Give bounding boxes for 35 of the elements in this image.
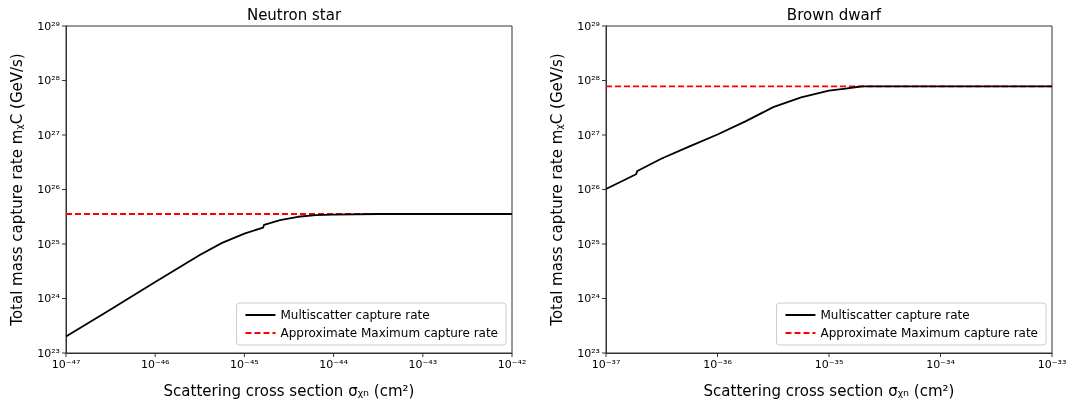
y-axis-title: Total mass capture rate mᵪC (GeV/s)	[547, 53, 566, 327]
y-tick-label: 10²⁶	[577, 183, 601, 196]
x-tick-label: 10⁻³⁶	[703, 358, 733, 371]
y-tick-label: 10²⁴	[37, 292, 61, 305]
chart-title: Brown dwarf	[786, 5, 882, 24]
x-tick-label: 10⁻³⁷	[591, 358, 621, 371]
y-tick-label: 10²³	[37, 346, 60, 360]
x-tick-label: 10⁻⁴⁶	[140, 358, 171, 371]
y-tick-label: 10²⁷	[577, 128, 600, 142]
x-axis-title: Scattering cross section σᵪₙ (cm²)	[703, 381, 955, 400]
x-axis-title: Scattering cross section σᵪₙ (cm²)	[163, 381, 415, 400]
x-tick-label: 10⁻³⁴	[926, 358, 956, 371]
x-tick-label: 10⁻⁴⁷	[51, 358, 81, 371]
y-tick-label: 10²⁴	[577, 292, 601, 305]
y-tick-label: 10²⁹	[577, 19, 600, 33]
y-tick-label: 10²⁹	[37, 19, 60, 33]
y-tick-label: 10²⁸	[37, 74, 61, 87]
legend-label: Approximate Maximum capture rate	[820, 326, 1038, 340]
x-tick-label: 10⁻³³	[1037, 358, 1067, 371]
y-tick-label: 10²⁶	[37, 183, 61, 196]
legend-label: Approximate Maximum capture rate	[280, 326, 498, 340]
x-tick-label: 10⁻⁴⁵	[230, 358, 259, 371]
legend-label: Multiscatter capture rate	[820, 308, 970, 322]
y-axis-title: Total mass capture rate mᵪC (GeV/s)	[7, 53, 26, 327]
y-tick-label: 10²⁸	[577, 74, 601, 87]
y-tick-label: 10²⁷	[37, 128, 60, 142]
legend-label: Multiscatter capture rate	[280, 308, 430, 322]
x-tick-label: 10⁻⁴³	[408, 358, 438, 371]
x-tick-label: 10⁻⁴⁴	[319, 358, 349, 371]
y-tick-label: 10²⁵	[37, 237, 60, 251]
x-tick-label: 10⁻³⁵	[814, 358, 844, 371]
y-tick-label: 10²⁵	[577, 237, 600, 251]
chart-title: Neutron star	[246, 5, 342, 24]
y-tick-label: 10²³	[577, 346, 600, 360]
x-tick-label: 10⁻⁴²	[497, 358, 527, 371]
